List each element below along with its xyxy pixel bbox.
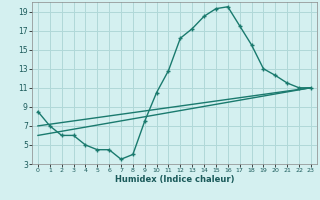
X-axis label: Humidex (Indice chaleur): Humidex (Indice chaleur): [115, 175, 234, 184]
